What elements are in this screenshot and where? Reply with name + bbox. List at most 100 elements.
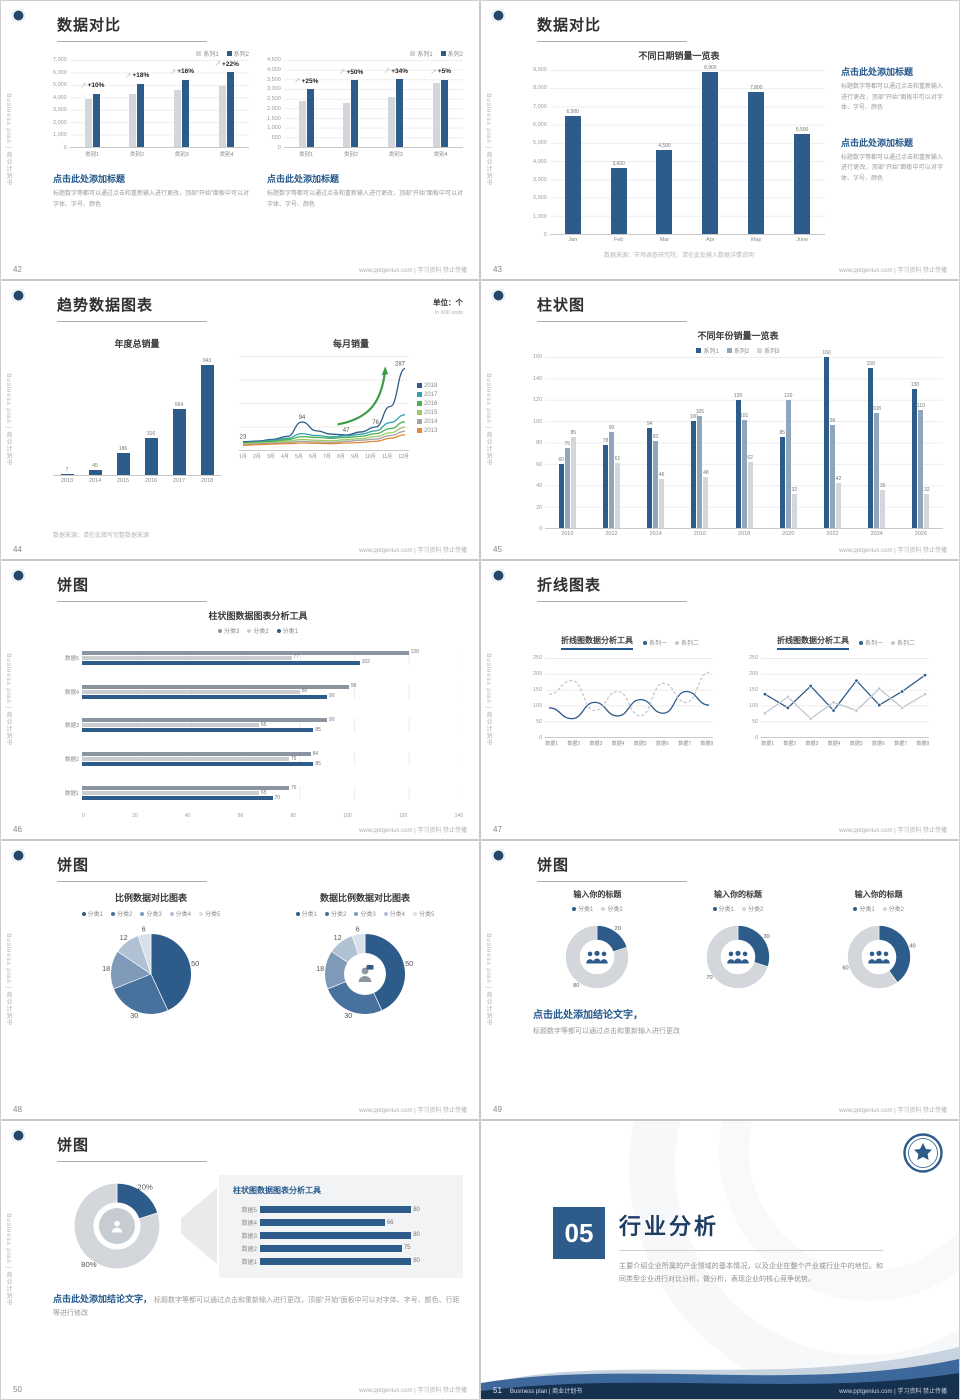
- chart-element: 0 20 40 60 80 100 120 140: [82, 813, 463, 819]
- bar-row: 数据2 84 76 85: [53, 751, 463, 767]
- x-axis-label: Feb: [613, 237, 624, 243]
- x-axis-label: 2022: [826, 531, 839, 537]
- chart-element: 90: [82, 694, 463, 699]
- chart-element: 120 101 62: [722, 357, 766, 528]
- legend-item: 2017: [417, 392, 437, 398]
- slide-body: 柱状图数据图表分析工具 分类3 分类2 分类1 数据5 120 77 102 数据4 98 80…: [53, 609, 463, 819]
- legend-item: 分类1: [712, 904, 734, 913]
- slide-48-pie-charts[interactable]: Business plan | 商业计划书 饼图 比例数据对比图表 分类1 分类2…: [1, 841, 479, 1119]
- chart-element: 23 94 47 76 287 1月 2月 3月 4月 5月 6月 7月 8月 9月 10月 11月 12月: [239, 356, 409, 460]
- slide-title: 数据对比: [537, 14, 687, 42]
- category-label: 数据2: [64, 757, 79, 764]
- bar: [219, 86, 227, 147]
- slide-51-section-divider[interactable]: 05 行业分析 主要介绍企业所属的产业领域的基本情况，以及企业在整个产业或行业中…: [481, 1121, 959, 1399]
- bar: [260, 1244, 402, 1252]
- chart-element: 7,000 6,000 5,000 4,000 3,000 2,000 1,000 0 ↗ +10…: [53, 57, 249, 158]
- chart-legend: 分类1 分类2: [853, 904, 904, 913]
- bar-value-label: 62: [747, 454, 753, 461]
- x-axis-label: 20: [132, 813, 138, 819]
- sidebar-vertical-text: Business plan | 商业计划书: [485, 933, 491, 1027]
- point-label: 47: [343, 428, 350, 434]
- bar: 6,500: [564, 109, 581, 234]
- sidebar-vertical-text: Business plan | 商业计划书: [485, 653, 491, 747]
- annual-sales-bar-chart: 7 45 186 316 564 943 2013 2014 2015 2016 2017 2018: [53, 358, 221, 486]
- chart-title: 比例数据对比图表: [114, 893, 187, 903]
- block-body: 标题数字等都可以通过点击和重新输入进行更改，顶部“开始”面板中可以对字体、字号、…: [841, 84, 944, 111]
- chart-element: [358, 976, 372, 982]
- unit-sublabel: in 900 units: [434, 310, 463, 316]
- chart-element: 6,500 3,600 4,590 8,900 7,800 5,500: [549, 65, 825, 235]
- brand-logo-icon: [12, 1129, 25, 1142]
- slide-45-column-chart[interactable]: Business plan | 商业计划书 柱状图 不同年份销量一览表 系列1 系…: [481, 281, 959, 559]
- line-legend: 2018 2017 2016 2015 2014 2013: [417, 383, 437, 434]
- slide-body: 系列1 系列2 7,000 6,000 5,000 4,000 3,000 2,000 1,0…: [53, 49, 463, 259]
- x-axis-label: 数据2: [783, 741, 797, 747]
- bar-row: 数据5 80: [233, 1205, 449, 1214]
- category-label: 数据5: [241, 1208, 257, 1215]
- slide-44-trend-charts[interactable]: Business plan | 商业计划书 趋势数据图表 单位：个 in 900…: [1, 281, 479, 559]
- category-label: 数据5: [64, 655, 79, 662]
- slide-43-data-comparison[interactable]: Business plan | 商业计划书 数据对比 不同日期销量一览表 9,0…: [481, 1, 959, 279]
- bar: 120: [734, 393, 742, 528]
- legend-item: 系列2: [726, 346, 749, 355]
- bar-value-label: 120: [410, 649, 419, 656]
- bar-group: 85 120 32: [766, 357, 810, 528]
- growth-annotation: ↗ +34%: [384, 67, 409, 75]
- chart-element: [358, 965, 374, 982]
- slide-46-horizontal-bars[interactable]: Business plan | 商业计划书 饼图 柱状图数据图表分析工具 分类3…: [1, 561, 479, 839]
- bar-value-label: 65: [260, 721, 267, 728]
- sales-bar-chart: 9,000 8,000 7,000 6,000 5,000 4,000 3,000 2,000…: [533, 65, 825, 245]
- chart-element: [742, 951, 748, 957]
- text-block: 点击此处添加标题 标题数字等都可以通过点击和重新输入进行更改，顶部“开始”面板中…: [841, 136, 943, 185]
- bar-value-label: 80: [301, 688, 308, 695]
- data-point: [763, 711, 768, 716]
- legend-item: 系列1: [410, 49, 433, 58]
- page-number: 49: [493, 1105, 502, 1114]
- page-number: 43: [493, 265, 502, 274]
- legend-label: 系列二: [897, 641, 916, 647]
- category-label: 数据4: [241, 1221, 257, 1228]
- chart-element: 80: [260, 1257, 449, 1265]
- legend-swatch: [276, 628, 281, 633]
- bar: 8,900: [702, 65, 719, 234]
- bar: 120: [784, 393, 792, 528]
- bar: 3,600: [610, 162, 627, 234]
- data-point: [786, 705, 791, 710]
- x-axis-label: 2018: [200, 478, 214, 484]
- x-axis-label: 11月: [381, 454, 393, 460]
- chart-element: 943: [193, 358, 221, 475]
- slide-50-donut-and-bars[interactable]: Business plan | 商业计划书 饼图 20% 80% 柱状图数据图表分…: [1, 1121, 479, 1399]
- chart-element: 6,500 3,600 4,590 8,900 7,800 5,500 Jan Feb Mar A…: [549, 65, 825, 245]
- data-point: [763, 692, 768, 697]
- chart-element: 66: [260, 1219, 449, 1227]
- chart-element: [602, 951, 607, 957]
- bar-value-label: 110: [916, 403, 925, 410]
- x-axis-label: 数据5: [849, 741, 863, 747]
- bar-group: ↗ +50%: [329, 60, 374, 147]
- text-block: 点击此处添加标题 标题数字等都可以通过点击和重新输入进行更改，顶部“开始”面板中…: [841, 65, 943, 114]
- pie-label: 12: [120, 933, 128, 942]
- bar-value-label: 943: [202, 357, 212, 364]
- chart-title: 输入你的标题: [854, 890, 903, 899]
- slide-49-donut-charts[interactable]: Business plan | 商业计划书 饼图 输入你的标题 分类1 分类2 2…: [481, 841, 959, 1119]
- legend-label: 2013: [424, 427, 438, 434]
- bar-value-label: 3,600: [612, 161, 625, 168]
- legend-swatch: [417, 401, 422, 406]
- bar: 943: [200, 358, 214, 475]
- chart-legend: 系列1 系列2 系列3: [533, 346, 943, 355]
- slide-47-line-charts[interactable]: Business plan | 商业计划书 折线图表 折线图数据分析工具 系列一…: [481, 561, 959, 839]
- bar-value-label: 60: [558, 456, 565, 463]
- bar: [396, 79, 404, 147]
- bar-value-label: 96: [829, 418, 836, 425]
- chart-element: 1月 2月 3月 4月 5月 6月 7月 8月 9月 10月 11月 12月: [239, 453, 409, 460]
- slide-42-data-comparison[interactable]: Business plan | 商业计划书 数据对比 系列1 系列2 7,000 6…: [1, 1, 479, 279]
- line-chart: 250 200 150 100 50 0 数据1 数据2 数据3 数据4 数据5 数据6 数据7 数据8: [749, 655, 943, 747]
- x-axis-label: 2016: [693, 531, 707, 537]
- pie-label: 30: [344, 1011, 352, 1020]
- chart-element: 80: [260, 1231, 449, 1239]
- grouped-bar-chart: 4,500 4,000 3,500 3,000 2,500 2,000 1,500 1,000…: [267, 57, 463, 158]
- x-axis-label: 12月: [398, 454, 409, 460]
- chart-element: 186: [109, 358, 137, 475]
- chart-element: 2010 2012 2014 2016 2018 2020 2022 2024 2026: [545, 529, 943, 539]
- bar: 61: [615, 456, 620, 528]
